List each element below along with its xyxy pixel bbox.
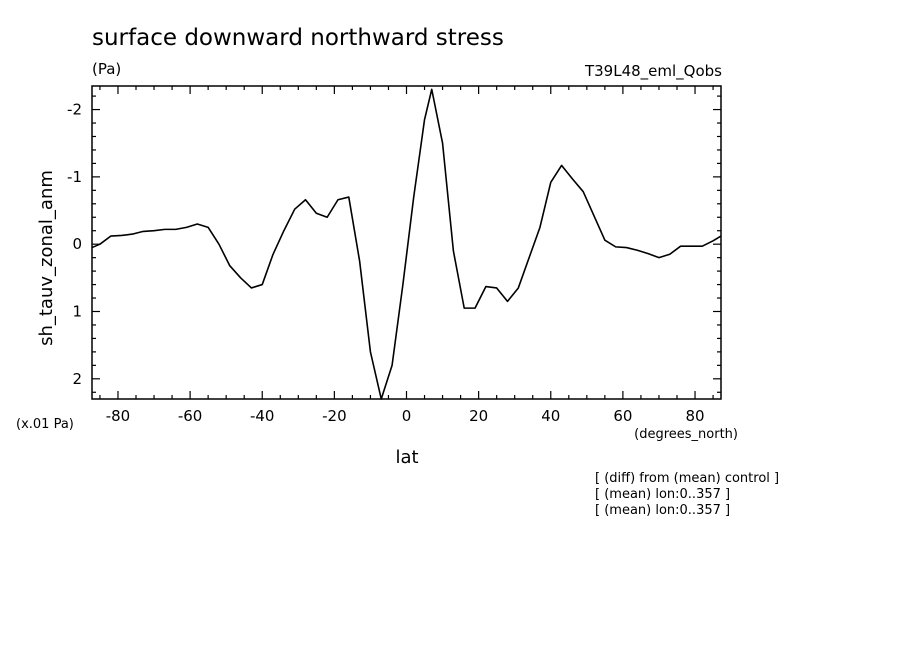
y-tick-label: 2 — [72, 370, 82, 388]
x-units-label: (degrees_north) — [634, 427, 738, 442]
x-tick-label: 80 — [685, 407, 704, 425]
x-tick-label: 0 — [402, 407, 412, 425]
y-tick-labels: -2 -1 0 1 2 — [67, 101, 82, 388]
x-tick-labels: -80 -60 -40 -20 0 20 40 60 80 — [106, 407, 705, 425]
y-axis-label: sh_tauv_zonal_anm — [36, 170, 57, 346]
x-tick-label: -60 — [178, 407, 203, 425]
y-tick-label: 0 — [72, 235, 82, 253]
y-tick-label: -2 — [67, 101, 82, 119]
x-tick-label: -20 — [322, 407, 347, 425]
footnote-mean-lon-2: [ (mean) lon:0..357 ] — [595, 503, 730, 518]
y-tick-label: 1 — [72, 302, 82, 320]
plot-frame — [91, 85, 722, 400]
model-label: T39L48_eml_Qobs — [584, 62, 722, 81]
footnote-mean-lon-1: [ (mean) lon:0..357 ] — [595, 487, 730, 502]
y-tick-label: -1 — [67, 168, 82, 186]
x-tick-label: -40 — [250, 407, 275, 425]
y-scale-label: (x.01 Pa) — [16, 417, 74, 432]
series-line — [91, 88, 722, 400]
chart-units: (Pa) — [92, 60, 121, 78]
x-tick-label: 40 — [541, 407, 560, 425]
x-axis-label: lat — [395, 447, 418, 468]
chart-title: surface downward northward stress — [92, 25, 504, 51]
footnote-diff: [ (diff) from (mean) control ] — [595, 471, 779, 486]
x-tick-label: -80 — [106, 407, 131, 425]
x-tick-label: 20 — [469, 407, 488, 425]
axis-ticks — [92, 86, 721, 399]
x-tick-label: 60 — [613, 407, 632, 425]
